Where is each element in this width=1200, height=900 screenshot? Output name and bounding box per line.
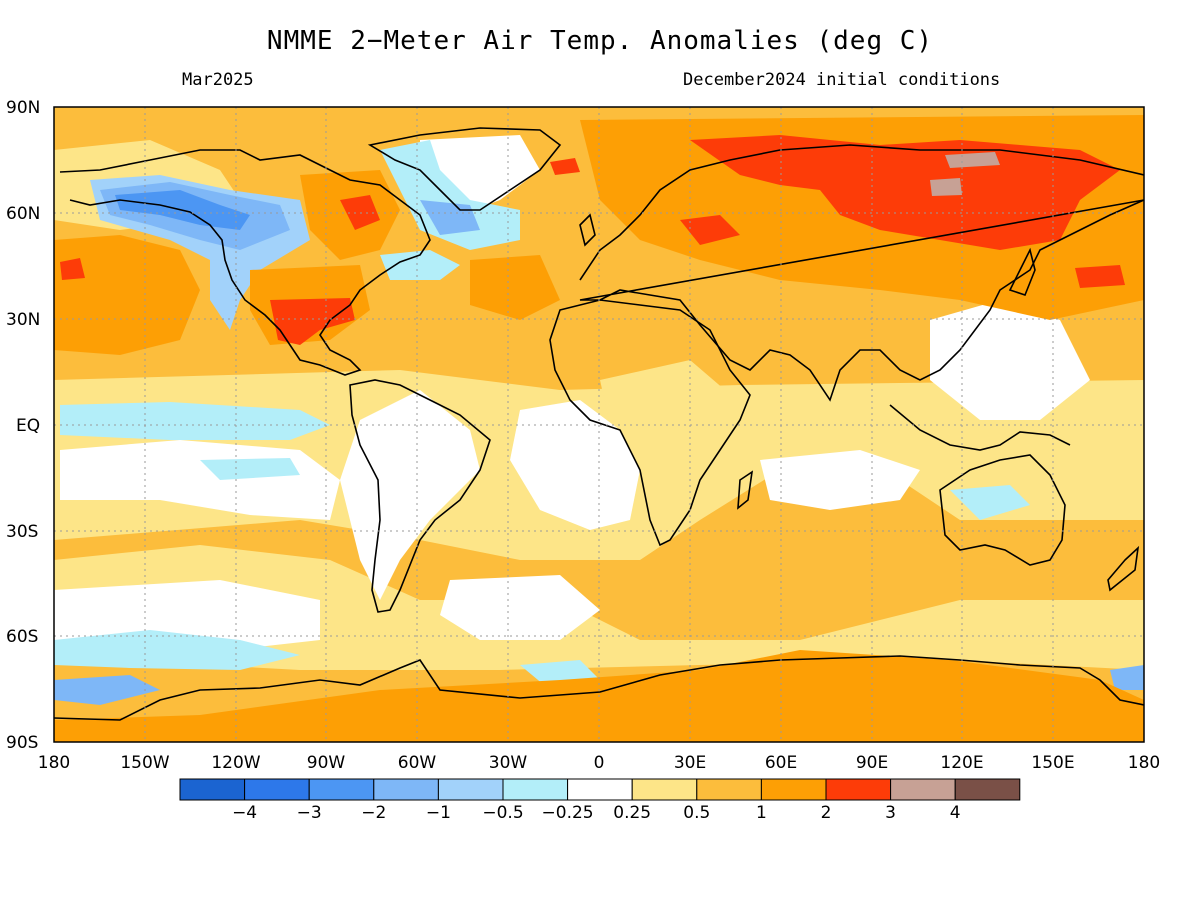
coastline-indonesia xyxy=(889,404,1071,451)
colorbar-swatch xyxy=(179,778,246,801)
coastline-new-zealand xyxy=(1107,545,1140,592)
map-title: NMME 2−Meter Air Temp. Anomalies (deg C) xyxy=(266,26,934,56)
lat-label-90s: 90S xyxy=(6,733,38,753)
anomaly-region-hot-kamchatka xyxy=(1075,265,1125,288)
colorbar-swatch xyxy=(373,778,439,801)
anomaly-region-hot-us xyxy=(270,298,355,345)
lon-label-90e: 90E xyxy=(856,753,888,773)
colorbar-swatch xyxy=(890,778,956,801)
colorbar-label: 0.5 xyxy=(683,803,710,823)
colorbar-label: −4 xyxy=(232,803,257,823)
anomaly-field xyxy=(54,107,1144,742)
lat-label-60s: 60S xyxy=(6,627,38,647)
lon-axis: 180 150W 120W 90W 60W 30W 0 30E 60E 90E … xyxy=(38,753,1160,773)
anomaly-region-extreme-siberia-2 xyxy=(930,178,962,196)
lat-label-90n: 90N xyxy=(6,98,40,118)
anomaly-region-neutral-southeast-asia xyxy=(930,300,1090,420)
colorbar-label: 4 xyxy=(950,803,961,823)
lat-axis: 90N 60N 30N EQ 30S 60S 90S xyxy=(6,98,40,753)
map-frame xyxy=(53,106,1145,743)
colorbar-swatch xyxy=(825,778,892,801)
lon-label-120e: 120E xyxy=(940,753,983,773)
colorbar-swatch xyxy=(502,778,569,801)
colorbar-swatch xyxy=(567,778,633,801)
colorbar-label: −0.5 xyxy=(482,803,523,823)
lon-label-180w: 180 xyxy=(38,753,70,773)
colorbar-label: −1 xyxy=(426,803,451,823)
anomaly-region-neutral-south-atlantic xyxy=(440,575,600,640)
colorbar-swatch xyxy=(437,778,504,801)
anomaly-region-cold-south-pacific xyxy=(54,675,160,705)
anomaly-region-neutral-atlantic xyxy=(510,400,640,530)
lon-label-30w: 30W xyxy=(489,753,528,773)
lat-label-30n: 30N xyxy=(6,310,40,330)
colorbar-label: −0.25 xyxy=(542,803,594,823)
coastline-japan xyxy=(1008,247,1036,296)
colorbar-swatch xyxy=(244,778,310,801)
initial-conditions-label: December2024 initial conditions xyxy=(683,70,1001,90)
anomaly-region-warm-north-pacific xyxy=(54,235,200,355)
lon-label-120w: 120W xyxy=(211,753,260,773)
anomaly-region-neutral-southern-ocean xyxy=(54,580,320,650)
anomaly-region-cool-eq-pacific xyxy=(60,402,330,440)
coastline-uk xyxy=(579,213,596,247)
anomaly-region-neutral-indian-ocean xyxy=(760,450,920,510)
colorbar-label: 0.25 xyxy=(613,803,651,823)
colorbar-label: −3 xyxy=(297,803,322,823)
lon-label-150e: 150E xyxy=(1031,753,1074,773)
anomaly-region-extreme-siberia-1 xyxy=(945,152,1000,168)
coastline-north-america xyxy=(59,149,431,376)
lon-label-0: 0 xyxy=(594,753,605,773)
anomaly-region-pale-africa xyxy=(600,360,760,540)
anomaly-region-cold-tasman xyxy=(1110,665,1144,690)
colorbar-label: 1 xyxy=(756,803,767,823)
colorbar-label: 3 xyxy=(885,803,896,823)
colorbar-swatch xyxy=(954,778,1021,801)
lon-label-90w: 90W xyxy=(307,753,346,773)
map-gridlines xyxy=(54,107,1144,742)
anomaly-region-cold-hudson xyxy=(420,200,480,235)
lat-label-eq: EQ xyxy=(16,416,40,436)
anomaly-region-hot-siberia xyxy=(690,135,1120,250)
lon-label-150w: 150W xyxy=(120,753,169,773)
lat-label-60n: 60N xyxy=(6,204,40,224)
anomaly-region-cool-australia xyxy=(950,485,1030,520)
anomaly-region-cool-south-pacific xyxy=(200,458,300,480)
anomaly-region-cool-north-atlantic xyxy=(380,250,460,280)
colorbar-label: −2 xyxy=(361,803,386,823)
lat-label-30s: 30S xyxy=(6,522,38,542)
coastline-australia xyxy=(939,454,1066,566)
coastline-antarctica xyxy=(54,655,1144,721)
anomaly-region-hot-pacific xyxy=(60,258,85,280)
colorbar-swatch xyxy=(696,778,762,801)
valid-month-label: Mar2025 xyxy=(182,70,254,90)
anomaly-region-hot-russia xyxy=(680,215,740,245)
coastline-greenland xyxy=(367,127,562,211)
lon-label-60w: 60W xyxy=(398,753,437,773)
colorbar-swatch xyxy=(631,778,698,801)
anomaly-region-hot-greenland-sea xyxy=(550,158,580,175)
lon-label-180e: 180 xyxy=(1128,753,1160,773)
colorbar: −4 −3 −2 −1 −0.5 −0.25 0.25 0.5 1 2 3 4 xyxy=(179,778,1021,823)
anomaly-region-warm-north-atlantic xyxy=(470,255,560,320)
colorbar-label: 2 xyxy=(821,803,832,823)
lon-label-30e: 30E xyxy=(674,753,706,773)
colorbar-swatch xyxy=(760,778,827,801)
colorbar-swatch xyxy=(308,778,375,801)
coastline-south-america xyxy=(349,379,491,613)
coastline-madagascar xyxy=(737,470,754,510)
anomaly-region-neutral-south-america xyxy=(340,390,480,600)
anomaly-region-cool-southern-ocean xyxy=(54,630,300,670)
lon-label-60e: 60E xyxy=(765,753,797,773)
